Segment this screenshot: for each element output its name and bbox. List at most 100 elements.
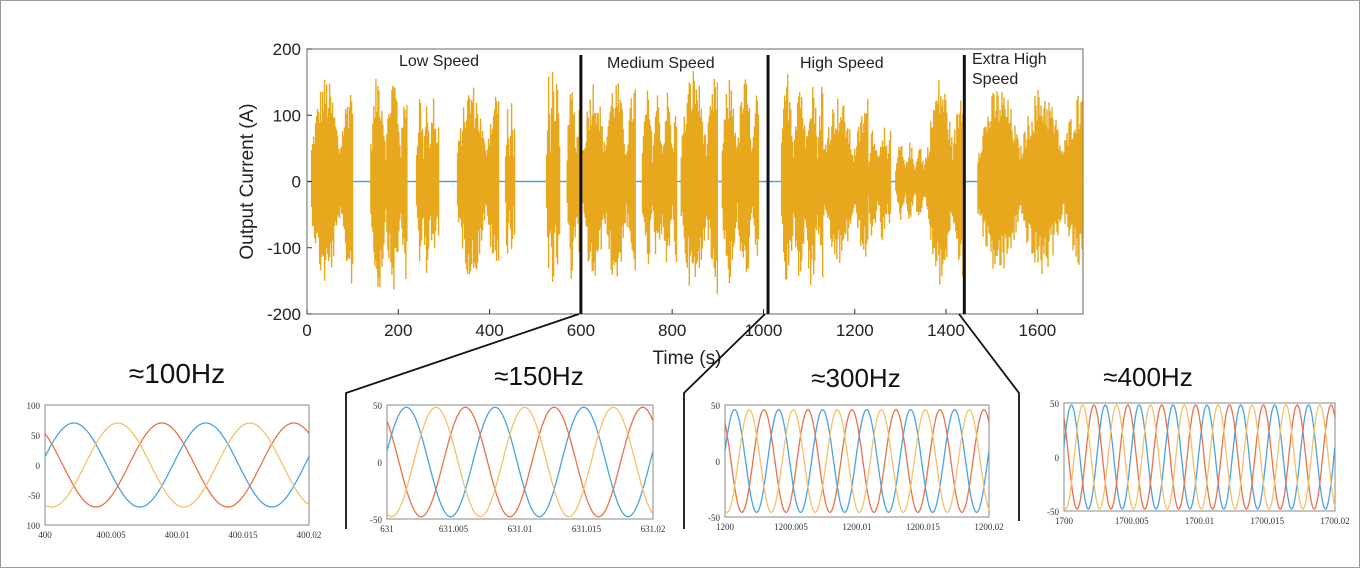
sub-x-tick-label: 1700.01 — [1185, 516, 1214, 526]
sub-x-tick-label: 1200.015 — [906, 522, 940, 532]
phase-curve — [386, 406, 654, 518]
sub-x-tick-label: 631.02 — [641, 524, 666, 534]
current-burst — [641, 90, 678, 265]
y-tick-label: -100 — [267, 239, 301, 258]
current-burst — [545, 71, 561, 282]
x-tick-label: 1600 — [1018, 321, 1056, 340]
sub-y-tick-label: 0 — [36, 461, 41, 471]
sub-x-tick-label: 400.005 — [96, 530, 126, 540]
phase-curve — [44, 422, 310, 508]
sub-x-tick-label: 400.02 — [297, 530, 322, 540]
sub-y-tick-label: 0 — [1055, 453, 1060, 463]
sub-chart-title: ≈150Hz — [494, 361, 583, 391]
phase-curve — [386, 406, 654, 518]
zoom-connector — [958, 313, 1020, 521]
sub-x-tick-label: 1200.005 — [774, 522, 808, 532]
sub-y-tick-label: 50 — [31, 431, 41, 441]
sub-x-tick-label: 631.01 — [508, 524, 533, 534]
sub-x-tick-label: 631.005 — [439, 524, 469, 534]
x-tick-label: 1000 — [745, 321, 783, 340]
phase-curve — [44, 422, 310, 508]
x-tick-label: 0 — [302, 321, 311, 340]
sub-chart: ≈150Hz 631 631.005 631.01 631.015 631.02 50 0 -5… — [370, 361, 665, 534]
phase-curve — [724, 409, 990, 513]
sub-plot-area — [386, 404, 654, 520]
sub-y-tick-label: 50 — [1050, 399, 1060, 409]
current-burst — [721, 79, 760, 284]
phase-curve — [1063, 404, 1336, 510]
sub-y-tick-label: 100 — [27, 401, 41, 411]
sub-chart: ≈300Hz 1200 1200.005 1200.01 1200.015 1200.02… — [708, 363, 1004, 532]
y-tick-label: 0 — [292, 173, 301, 192]
sub-x-tick-label: 1200.02 — [974, 522, 1003, 532]
x-tick-label: 1400 — [927, 321, 965, 340]
sub-x-tick-label: 1700.02 — [1320, 516, 1349, 526]
sub-x-tick-label: 400.01 — [165, 530, 190, 540]
y-tick-label: -200 — [267, 305, 301, 324]
sub-x-tick-label: 400.015 — [228, 530, 258, 540]
region-label: Medium Speed — [607, 55, 715, 72]
phase-curve — [1063, 404, 1336, 510]
current-burst — [582, 83, 636, 277]
x-tick-label: 600 — [567, 321, 595, 340]
sub-y-tick-label: -50 — [370, 515, 382, 525]
phase-curve — [724, 409, 990, 513]
sub-y-tick-label: 0 — [716, 457, 721, 467]
phase-curve — [1063, 404, 1336, 510]
sub-x-tick-label: 1700.015 — [1250, 516, 1284, 526]
sub-x-tick-label: 631.015 — [572, 524, 602, 534]
sub-chart-title: ≈300Hz — [811, 363, 900, 393]
current-burst — [822, 98, 869, 263]
zoom-connector — [345, 313, 580, 529]
sub-y-tick-label: 50 — [373, 401, 383, 411]
main-current-chart: 0 200 400 600 800 1000 1200 1400 16002001000-100… — [237, 40, 1084, 369]
sub-x-tick-label: 400 — [38, 530, 52, 540]
current-burst — [977, 89, 1083, 275]
sub-x-tick-label: 1200.01 — [842, 522, 871, 532]
current-burst — [310, 79, 354, 284]
current-burst — [927, 80, 965, 285]
sub-chart: ≈100Hz 400 400.005 400.01 400.015 400.02 100 50… — [27, 358, 322, 540]
phase-curve — [44, 422, 310, 508]
sub-y-tick-label: -50 — [708, 513, 720, 523]
current-burst — [680, 71, 718, 294]
zoom-sub-charts: ≈100Hz 400 400.005 400.01 400.015 400.02 100 50… — [27, 358, 1350, 540]
sub-x-tick-label: 1200 — [716, 522, 735, 532]
zoom-connector-lines — [345, 313, 1020, 529]
y-tick-label: 200 — [273, 40, 301, 59]
current-burst — [370, 78, 408, 290]
region-label: Extra High Speed — [972, 51, 1047, 88]
sub-x-tick-label: 631 — [380, 524, 394, 534]
region-label: Low Speed — [399, 53, 479, 70]
current-burst — [867, 127, 892, 240]
y-axis-label: Output Current (A) — [237, 103, 258, 259]
sub-y-tick-label: -50 — [1047, 507, 1059, 517]
x-axis-label: Time (s) — [653, 348, 722, 369]
current-burst — [415, 98, 440, 273]
current-burst — [566, 92, 580, 279]
sub-chart: ≈400Hz 1700 1700.005 1700.01 1700.015 1700.02… — [1047, 362, 1350, 526]
current-burst — [781, 74, 824, 286]
sub-y-tick-label: -50 — [28, 491, 40, 501]
sub-x-tick-label: 1700.005 — [1115, 516, 1149, 526]
sub-y-tick-label: 100 — [27, 521, 41, 531]
phase-curve — [724, 409, 990, 513]
current-burst — [895, 142, 928, 220]
x-tick-label: 800 — [658, 321, 686, 340]
sub-chart-title: ≈100Hz — [129, 358, 225, 389]
sub-y-tick-label: 50 — [711, 401, 721, 411]
region-label: High Speed — [800, 55, 884, 72]
y-tick-label: 100 — [273, 106, 301, 125]
phase-curve — [386, 406, 654, 518]
x-tick-label: 200 — [384, 321, 412, 340]
x-tick-label: 1200 — [836, 321, 874, 340]
zoom-connector — [683, 313, 766, 529]
current-burst — [456, 87, 500, 275]
sub-x-tick-label: 1700 — [1055, 516, 1074, 526]
sub-chart-title: ≈400Hz — [1103, 362, 1192, 392]
sub-y-tick-label: 0 — [378, 458, 383, 468]
x-tick-label: 400 — [475, 321, 503, 340]
current-burst — [504, 103, 516, 254]
